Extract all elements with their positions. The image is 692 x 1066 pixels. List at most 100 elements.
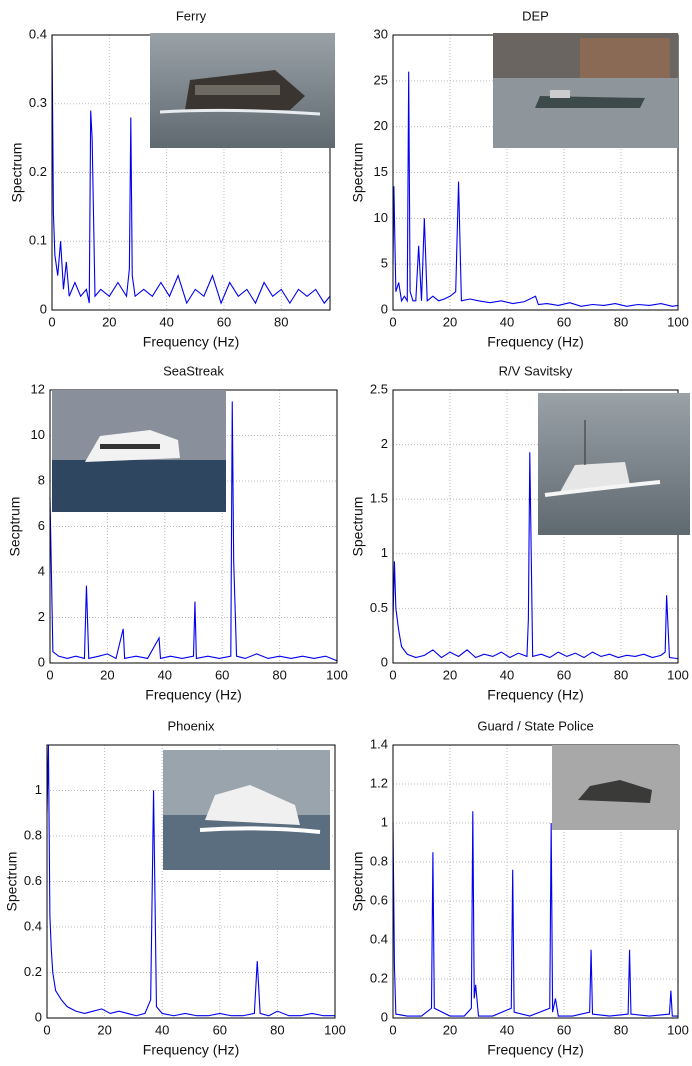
chart-title: Phoenix (168, 718, 215, 733)
y-tick-label: 1 (381, 545, 388, 560)
x-tick-label: 100 (667, 314, 689, 329)
x-tick-label: 80 (272, 667, 286, 682)
y-tick-label: 1 (381, 814, 388, 829)
y-tick-label: 0.2 (24, 964, 42, 979)
y-tick-label: 10 (374, 210, 388, 225)
y-axis-label: Spectrum (4, 852, 20, 912)
x-tick-label: 80 (270, 1022, 284, 1037)
y-tick-label: 0.4 (370, 931, 388, 946)
x-tick-label: 0 (48, 314, 55, 329)
x-tick-label: 80 (614, 667, 628, 682)
x-axis-label: Frequency (Hz) (143, 1042, 239, 1058)
plot-frame (46, 744, 336, 1019)
y-tick-label: 2.5 (370, 381, 388, 396)
y-axis-label: Spectrum (350, 497, 366, 557)
x-tick-label: 40 (500, 667, 514, 682)
y-tick-label: 8 (38, 472, 45, 487)
y-tick-label: 0 (40, 301, 47, 316)
y-tick-label: 1 (35, 782, 42, 797)
photos (52, 33, 690, 870)
x-tick-label: 100 (326, 667, 348, 682)
spectrum-line (392, 71, 679, 307)
x-axis-label: Frequency (Hz) (487, 1042, 583, 1058)
x-axis-label: Frequency (Hz) (143, 334, 239, 350)
photo-phoenix (163, 750, 330, 870)
x-tick-label: 60 (215, 667, 229, 682)
photo-savitsky (538, 393, 690, 535)
y-tick-label: 1.5 (370, 491, 388, 506)
photo-guard (552, 745, 680, 830)
x-tick-label: 60 (557, 667, 571, 682)
y-tick-label: 6 (38, 518, 45, 533)
x-tick-label: 100 (667, 1022, 689, 1037)
spectrum-line (392, 811, 678, 1017)
y-tick-label: 0.8 (370, 853, 388, 868)
photo-seastreak (52, 390, 226, 512)
y-tick-label: 0.6 (24, 873, 42, 888)
spectrum-line (46, 744, 335, 1017)
x-tick-label: 0 (389, 314, 396, 329)
y-tick-label: 10 (31, 427, 45, 442)
y-tick-label: 0.3 (29, 95, 47, 110)
chart-title: SeaStreak (163, 363, 224, 378)
y-axis-label: Secptrum (7, 497, 23, 557)
y-axis-label: Spectrum (350, 143, 366, 203)
x-tick-label: 20 (443, 1022, 457, 1037)
spectrum-line (49, 401, 338, 662)
chart-title: Ferry (176, 8, 207, 23)
x-tick-label: 20 (443, 667, 457, 682)
y-tick-label: 20 (374, 118, 388, 133)
chart-title: Guard / State Police (477, 718, 593, 733)
x-tick-label: 80 (614, 314, 628, 329)
x-axis-label: Frequency (Hz) (487, 687, 583, 703)
y-tick-label: 15 (374, 164, 388, 179)
x-axis-label: Frequency (Hz) (487, 334, 583, 350)
y-tick-label: 12 (31, 381, 45, 396)
y-tick-label: 0.2 (29, 164, 47, 179)
x-tick-label: 60 (213, 1022, 227, 1037)
plot-frame (392, 744, 679, 1019)
y-tick-label: 0 (35, 1009, 42, 1024)
y-tick-label: 0 (381, 1009, 388, 1024)
x-tick-label: 20 (97, 1022, 111, 1037)
y-tick-label: 0.4 (24, 918, 42, 933)
x-tick-label: 0 (46, 667, 53, 682)
y-tick-label: 0 (381, 301, 388, 316)
chart-title: DEP (522, 8, 549, 23)
y-tick-label: 0.5 (370, 600, 388, 615)
spectrum-line (392, 452, 679, 660)
x-tick-label: 60 (557, 1022, 571, 1037)
x-tick-label: 0 (43, 1022, 50, 1037)
y-tick-label: 0.2 (370, 970, 388, 985)
x-tick-label: 40 (159, 314, 173, 329)
y-tick-label: 0 (381, 654, 388, 669)
x-tick-label: 100 (667, 667, 689, 682)
x-tick-label: 80 (614, 1022, 628, 1037)
photo-dep (493, 33, 678, 148)
photo-ferry (150, 33, 335, 148)
x-tick-label: 0 (389, 1022, 396, 1037)
y-tick-label: 0.6 (370, 892, 388, 907)
chart-title: R/V Savitsky (499, 363, 573, 378)
x-tick-label: 20 (443, 314, 457, 329)
y-axis-label: Spectrum (350, 852, 366, 912)
y-tick-label: 0.1 (29, 233, 47, 248)
y-tick-label: 0.8 (24, 827, 42, 842)
x-tick-label: 80 (274, 314, 288, 329)
x-tick-label: 40 (500, 1022, 514, 1037)
x-tick-label: 20 (100, 667, 114, 682)
y-tick-label: 2 (381, 436, 388, 451)
x-axis-label: Frequency (Hz) (145, 687, 241, 703)
y-tick-label: 2 (38, 609, 45, 624)
y-tick-label: 25 (374, 72, 388, 87)
y-tick-label: 0.4 (29, 26, 47, 41)
y-tick-label: 1.4 (370, 736, 388, 751)
x-tick-label: 40 (500, 314, 514, 329)
spectrum-line (51, 34, 331, 305)
x-tick-label: 40 (155, 1022, 169, 1037)
y-axis-label: Spectrum (9, 143, 25, 203)
y-tick-label: 5 (381, 256, 388, 271)
x-tick-label: 20 (102, 314, 116, 329)
y-tick-label: 0 (38, 654, 45, 669)
